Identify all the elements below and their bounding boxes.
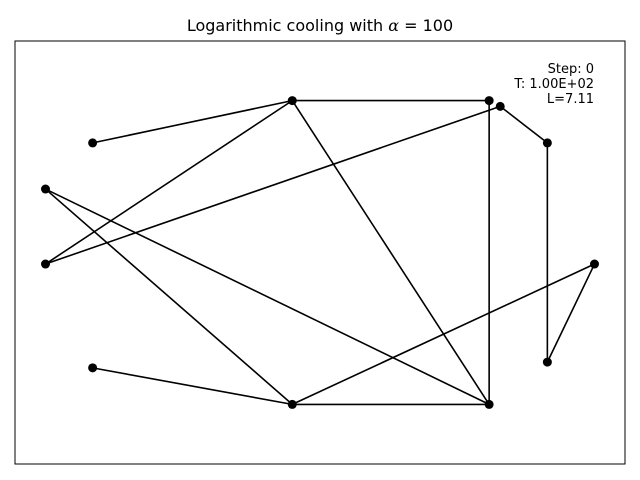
- tour-segment: [44, 188, 293, 405]
- tour-segment: [499, 105, 548, 144]
- city-point: [542, 138, 552, 148]
- tour-path: [44, 99, 596, 406]
- tour-segment: [546, 263, 596, 363]
- city-point: [484, 96, 494, 106]
- step-label: Step: 0: [548, 62, 594, 77]
- chart-title-prefix: Logarithmic cooling with: [187, 16, 388, 35]
- tour-segment: [92, 99, 293, 144]
- city-point: [484, 399, 494, 409]
- chart-title-symbol: α: [388, 16, 399, 35]
- tour-segment: [45, 99, 293, 265]
- city-point: [495, 101, 505, 111]
- city-point: [88, 363, 98, 373]
- tour-segment: [92, 367, 293, 406]
- city-point: [41, 184, 50, 194]
- tour-segment: [45, 188, 490, 406]
- chart-title: Logarithmic cooling with α = 100: [187, 16, 453, 35]
- tour-length-label: L=7.11: [547, 92, 594, 107]
- temperature-label: T: 1.00E+02: [513, 77, 594, 92]
- tour-segment: [291, 100, 490, 405]
- axes-frame: [14, 40, 626, 465]
- city-markers: [41, 96, 599, 409]
- chart-title-suffix: = 100: [399, 16, 453, 35]
- city-point: [542, 357, 552, 367]
- city-point: [88, 138, 98, 148]
- tour-segment: [45, 105, 501, 265]
- city-point: [590, 259, 599, 269]
- city-point: [287, 399, 297, 409]
- city-point: [287, 96, 297, 106]
- city-point: [41, 259, 50, 269]
